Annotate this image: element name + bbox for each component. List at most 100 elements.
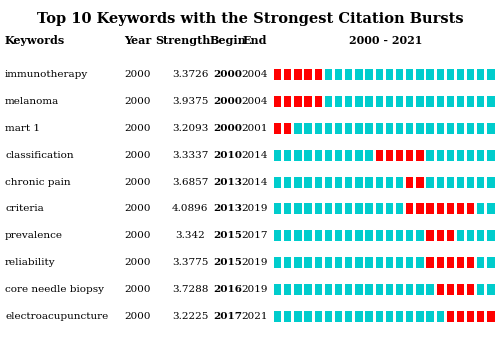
Bar [314, 177, 322, 188]
Bar [477, 311, 484, 322]
Bar [304, 123, 312, 134]
Bar [396, 284, 403, 295]
Bar [304, 177, 312, 188]
Bar [335, 257, 342, 268]
Bar [356, 69, 362, 80]
Bar [335, 284, 342, 295]
Text: 3.7288: 3.7288 [172, 285, 208, 294]
Bar [477, 96, 484, 107]
Bar [488, 123, 494, 134]
Bar [294, 177, 302, 188]
Text: prevalence: prevalence [5, 231, 63, 240]
Bar [396, 150, 403, 161]
Bar [366, 150, 372, 161]
Text: 4.0896: 4.0896 [172, 204, 208, 214]
Text: 2000: 2000 [124, 70, 151, 79]
Bar [314, 150, 322, 161]
Bar [477, 177, 484, 188]
Text: 2015: 2015 [213, 231, 242, 240]
Bar [376, 284, 383, 295]
Bar [386, 257, 393, 268]
Bar [274, 257, 281, 268]
Bar [294, 203, 302, 215]
Bar [467, 231, 474, 241]
Bar [386, 177, 393, 188]
Bar [467, 177, 474, 188]
Bar [294, 284, 302, 295]
Bar [446, 257, 454, 268]
Bar [274, 96, 281, 107]
Text: End: End [243, 35, 267, 46]
Bar [386, 311, 393, 322]
Bar [294, 96, 302, 107]
Bar [396, 231, 403, 241]
Bar [304, 203, 312, 215]
Bar [416, 150, 424, 161]
Bar [356, 231, 362, 241]
Bar [426, 203, 434, 215]
Text: 3.9375: 3.9375 [172, 97, 208, 106]
Bar [446, 123, 454, 134]
Bar [446, 150, 454, 161]
Bar [426, 150, 434, 161]
Bar [488, 96, 494, 107]
Bar [477, 150, 484, 161]
Bar [376, 123, 383, 134]
Bar [446, 69, 454, 80]
Bar [304, 311, 312, 322]
Bar [396, 203, 403, 215]
Bar [416, 231, 424, 241]
Bar [335, 123, 342, 134]
Bar [274, 177, 281, 188]
Bar [335, 96, 342, 107]
Bar [366, 69, 372, 80]
Bar [366, 203, 372, 215]
Bar [416, 69, 424, 80]
Bar [488, 284, 494, 295]
Bar [436, 284, 444, 295]
Bar [406, 69, 413, 80]
Text: 2019: 2019 [242, 285, 268, 294]
Bar [406, 284, 413, 295]
Text: 2021: 2021 [242, 312, 268, 321]
Text: 2000: 2000 [124, 97, 151, 106]
Bar [345, 284, 352, 295]
Text: 3.3775: 3.3775 [172, 258, 208, 267]
Bar [376, 96, 383, 107]
Bar [325, 284, 332, 295]
Bar [274, 150, 281, 161]
Bar [467, 284, 474, 295]
Bar [274, 123, 281, 134]
Bar [325, 69, 332, 80]
Text: immunotherapy: immunotherapy [5, 70, 88, 79]
Bar [457, 69, 464, 80]
Bar [284, 123, 292, 134]
Bar [436, 311, 444, 322]
Bar [304, 96, 312, 107]
Bar [406, 203, 413, 215]
Text: 2000: 2000 [124, 151, 151, 160]
Bar [386, 231, 393, 241]
Bar [274, 311, 281, 322]
Bar [345, 203, 352, 215]
Bar [406, 150, 413, 161]
Bar [314, 311, 322, 322]
Bar [488, 177, 494, 188]
Bar [488, 203, 494, 215]
Bar [406, 96, 413, 107]
Bar [457, 96, 464, 107]
Bar [426, 96, 434, 107]
Bar [325, 257, 332, 268]
Bar [314, 257, 322, 268]
Bar [284, 257, 292, 268]
Bar [366, 96, 372, 107]
Text: 2000: 2000 [124, 231, 151, 240]
Bar [406, 123, 413, 134]
Bar [274, 231, 281, 241]
Text: 2000: 2000 [213, 70, 242, 79]
Bar [356, 177, 362, 188]
Bar [356, 311, 362, 322]
Bar [426, 257, 434, 268]
Bar [467, 96, 474, 107]
Bar [416, 311, 424, 322]
